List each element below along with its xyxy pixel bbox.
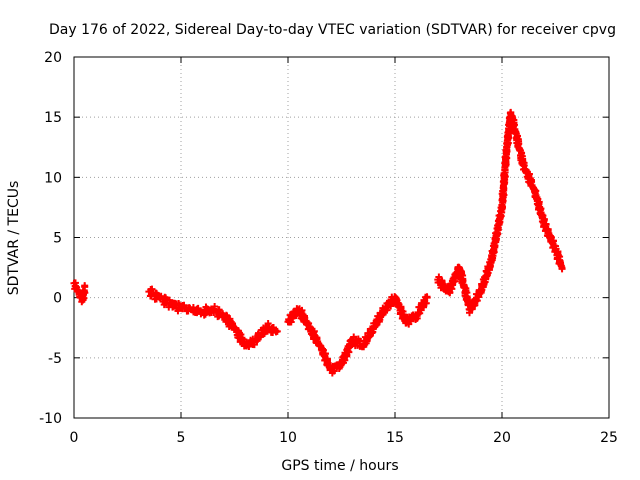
y-tick-label: 5 [53,231,62,247]
data-point [273,327,281,335]
x-tick-label: 15 [386,430,404,446]
y-tick-label: -10 [39,411,62,427]
series-segment-4 [434,108,566,317]
data-point [148,285,156,293]
chart-title: Day 176 of 2022, Sidereal Day-to-day VTE… [49,22,616,38]
data-point [376,316,384,324]
data-point [423,294,431,302]
data-point [287,318,295,326]
data-layer [70,108,566,377]
x-tick-label: 20 [493,430,511,446]
data-point [558,264,566,272]
data-point [264,320,272,328]
y-tick-label: 10 [44,170,62,186]
series-segment-1 [70,279,89,306]
data-point [81,283,89,291]
data-point [435,273,443,281]
y-tick-label: -5 [48,351,62,367]
data-point [211,302,219,310]
series-segment-2 [145,285,281,350]
y-tick-label: 0 [53,291,62,307]
y-tick-label: 15 [44,110,62,126]
x-tick-label: 5 [177,430,186,446]
x-tick-label: 25 [600,430,618,446]
data-point [298,306,306,314]
x-axis-ticks: 0 5 10 15 20 25 [70,57,618,446]
y-axis-label: SDTVAR / TECUs [6,181,22,296]
series-segment-3 [284,293,431,377]
data-point [250,341,258,349]
data-point [540,215,548,223]
grid-lines [74,57,609,418]
y-axis-ticks: -10 -5 0 5 10 15 20 [39,50,609,427]
x-tick-label: 0 [70,430,79,446]
y-tick-label: 20 [44,50,62,66]
x-tick-label: 10 [279,430,297,446]
x-axis-label: GPS time / hours [281,458,398,474]
